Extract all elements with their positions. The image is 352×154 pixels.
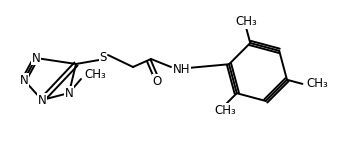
Text: NH: NH	[173, 63, 190, 75]
Text: N: N	[20, 73, 29, 87]
Text: CH₃: CH₃	[84, 67, 106, 81]
Text: CH₃: CH₃	[307, 77, 328, 90]
Text: N: N	[32, 51, 40, 65]
Text: CH₃: CH₃	[215, 104, 236, 117]
Text: O: O	[152, 75, 162, 87]
Text: N: N	[65, 87, 73, 99]
Text: S: S	[99, 51, 107, 63]
Text: N: N	[38, 93, 46, 107]
Text: CH₃: CH₃	[235, 15, 257, 28]
